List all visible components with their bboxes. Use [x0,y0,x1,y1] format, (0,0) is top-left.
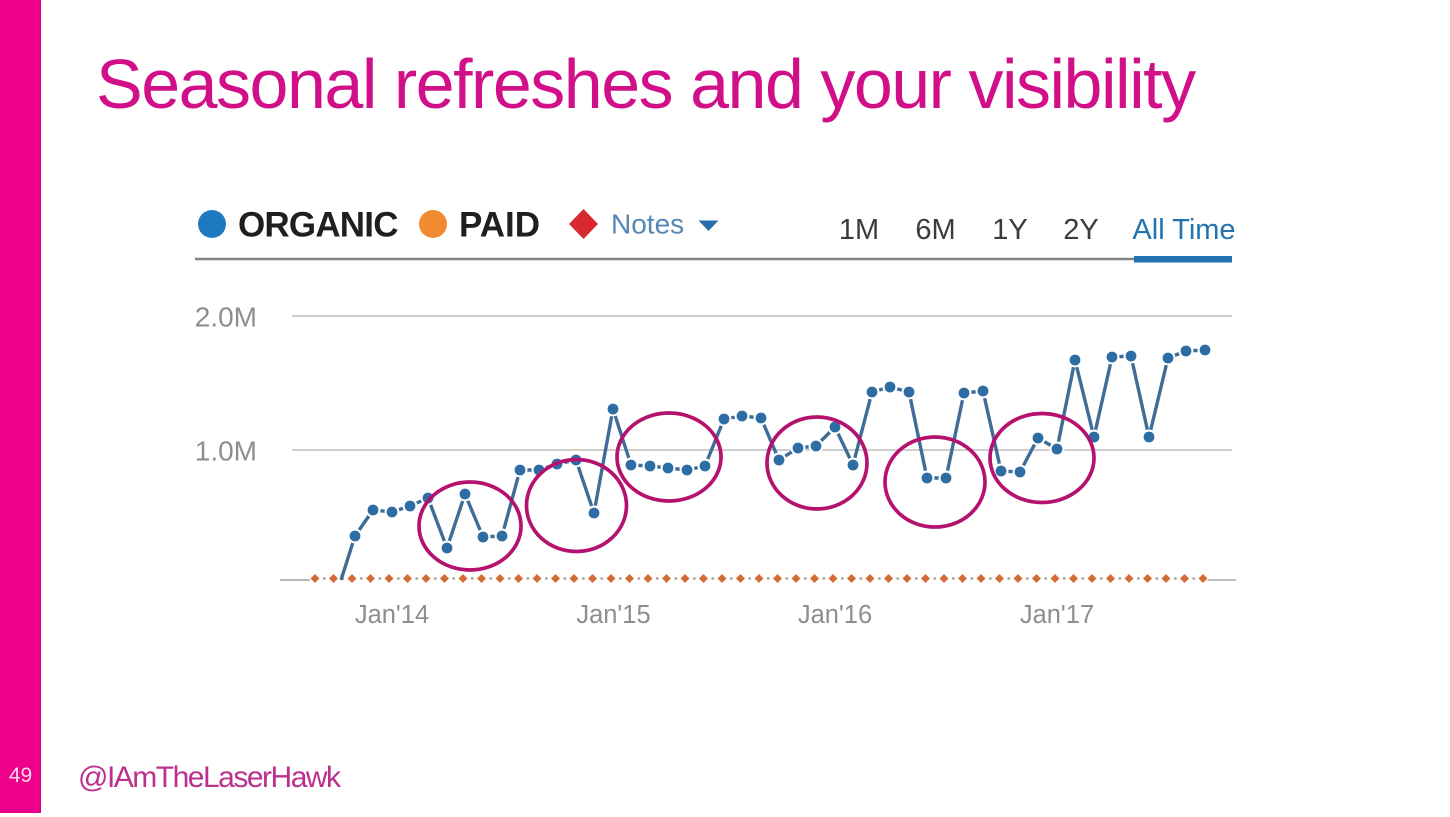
svg-text:ORGANIC: ORGANIC [238,206,398,245]
svg-text:2.0M: 2.0M [195,302,257,333]
svg-text:1M: 1M [839,214,879,246]
svg-text:Jan'16: Jan'16 [798,601,872,629]
svg-text:Jan'17: Jan'17 [1020,601,1094,629]
svg-text:Notes: Notes [611,209,684,240]
svg-text:Jan'15: Jan'15 [576,601,650,629]
svg-text:PAID: PAID [459,206,540,245]
svg-text:6M: 6M [915,214,955,246]
svg-text:2Y: 2Y [1063,214,1098,246]
svg-text:1.0M: 1.0M [195,436,257,467]
svg-text:All Time: All Time [1132,214,1235,246]
svg-text:1Y: 1Y [992,214,1027,246]
svg-text:Jan'14: Jan'14 [355,601,429,629]
